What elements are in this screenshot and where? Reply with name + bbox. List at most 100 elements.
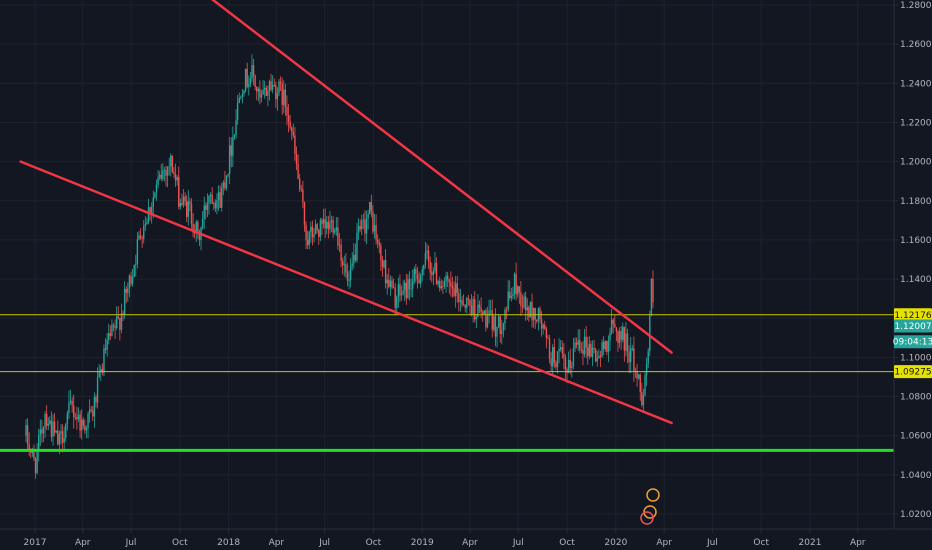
- candle-body: [176, 177, 178, 181]
- candle-body: [450, 282, 452, 287]
- y-tick-label: 1.28000: [900, 1, 932, 11]
- candle-body: [143, 225, 145, 239]
- candle-body: [125, 288, 127, 293]
- candle-body: [335, 227, 338, 231]
- candle-body: [68, 402, 70, 413]
- candle-body: [217, 192, 220, 200]
- candle-body: [85, 427, 88, 431]
- candle-body: [162, 170, 164, 179]
- candle-body: [240, 97, 242, 98]
- candle-body: [92, 410, 94, 417]
- x-tick-label: Oct: [172, 538, 188, 548]
- y-tick-label: 1.18000: [900, 197, 932, 207]
- candle-body: [36, 450, 38, 473]
- candle-body: [135, 263, 137, 266]
- price-tag-bg: [894, 308, 932, 322]
- event-marker-icon[interactable]: [640, 511, 654, 525]
- price-tag-label: 09:04:13: [893, 338, 932, 348]
- candle-body: [356, 232, 358, 261]
- candle-body: [123, 288, 126, 315]
- candle-body: [151, 207, 153, 214]
- candle-body: [582, 350, 584, 355]
- candle-body: [144, 224, 147, 226]
- candle-body: [61, 431, 64, 443]
- candle-body: [504, 309, 506, 324]
- candle-body: [399, 284, 401, 296]
- candle-body: [574, 342, 576, 349]
- candle-body: [284, 89, 287, 107]
- y-tick-label: 1.08000: [900, 393, 932, 403]
- candle-body: [230, 145, 232, 156]
- trendline-upper: [211, 0, 673, 354]
- candle-body: [41, 429, 43, 434]
- candle-body: [139, 235, 142, 238]
- y-axis-panel[interactable]: [894, 0, 932, 529]
- candle-body: [115, 316, 118, 329]
- candle-body: [482, 312, 484, 315]
- candle-body: [262, 89, 264, 95]
- candle-body: [434, 262, 436, 272]
- candle-body: [313, 234, 315, 238]
- candle-body: [553, 347, 556, 363]
- candle-body: [474, 299, 476, 320]
- candle-body: [384, 259, 387, 284]
- candle-body: [181, 202, 183, 206]
- candle-body: [310, 226, 312, 232]
- candle-body: [74, 416, 77, 418]
- candle-body: [160, 174, 162, 179]
- x-tick-label: 2021: [799, 538, 822, 548]
- candle-body: [561, 347, 563, 354]
- candle-body: [480, 307, 482, 313]
- candle-body: [601, 342, 603, 357]
- candle-body: [228, 145, 231, 174]
- candle-body: [411, 280, 414, 289]
- candle-body: [539, 308, 541, 320]
- candle-body: [383, 259, 385, 267]
- candle-body: [45, 413, 48, 426]
- candle-body: [423, 264, 425, 270]
- candle-body: [612, 319, 614, 325]
- candle-body: [505, 309, 508, 311]
- candle-body: [386, 279, 388, 284]
- candle-body: [303, 202, 306, 225]
- candle-body: [71, 400, 73, 406]
- candle-body: [456, 283, 458, 293]
- price-tag-bg: [894, 335, 932, 349]
- candle-body: [394, 287, 396, 308]
- candle-body: [521, 306, 524, 308]
- candle-body: [548, 338, 551, 359]
- candle-body: [131, 277, 134, 284]
- candle-body: [136, 239, 139, 264]
- candle-body: [507, 291, 509, 310]
- x-tick-label: Jul: [512, 538, 524, 548]
- x-tick-label: 2019: [411, 538, 434, 548]
- candle-body: [443, 281, 446, 287]
- candle-body: [170, 155, 172, 167]
- candle-body: [588, 343, 591, 357]
- candle-body: [496, 326, 498, 337]
- candle-body: [623, 326, 626, 351]
- candle-body: [275, 85, 277, 100]
- candle-body: [106, 339, 108, 350]
- candle-body: [314, 224, 317, 235]
- candle-body: [26, 425, 29, 444]
- candle-body: [639, 374, 641, 393]
- candle-body: [327, 221, 330, 230]
- x-axis-panel[interactable]: [0, 529, 932, 550]
- candle-body: [458, 292, 460, 302]
- candle-body: [520, 292, 522, 307]
- candle-body: [117, 316, 119, 319]
- candle-body: [499, 316, 501, 335]
- event-marker-icon[interactable]: [646, 488, 660, 502]
- candle-body: [236, 102, 239, 121]
- event-markers: [640, 488, 660, 525]
- x-tick-label: Jul: [125, 538, 137, 548]
- candle-body: [244, 68, 247, 91]
- candle-body: [369, 201, 371, 215]
- candle-body: [53, 421, 56, 433]
- candle-body: [174, 173, 177, 181]
- candle-body: [594, 349, 597, 362]
